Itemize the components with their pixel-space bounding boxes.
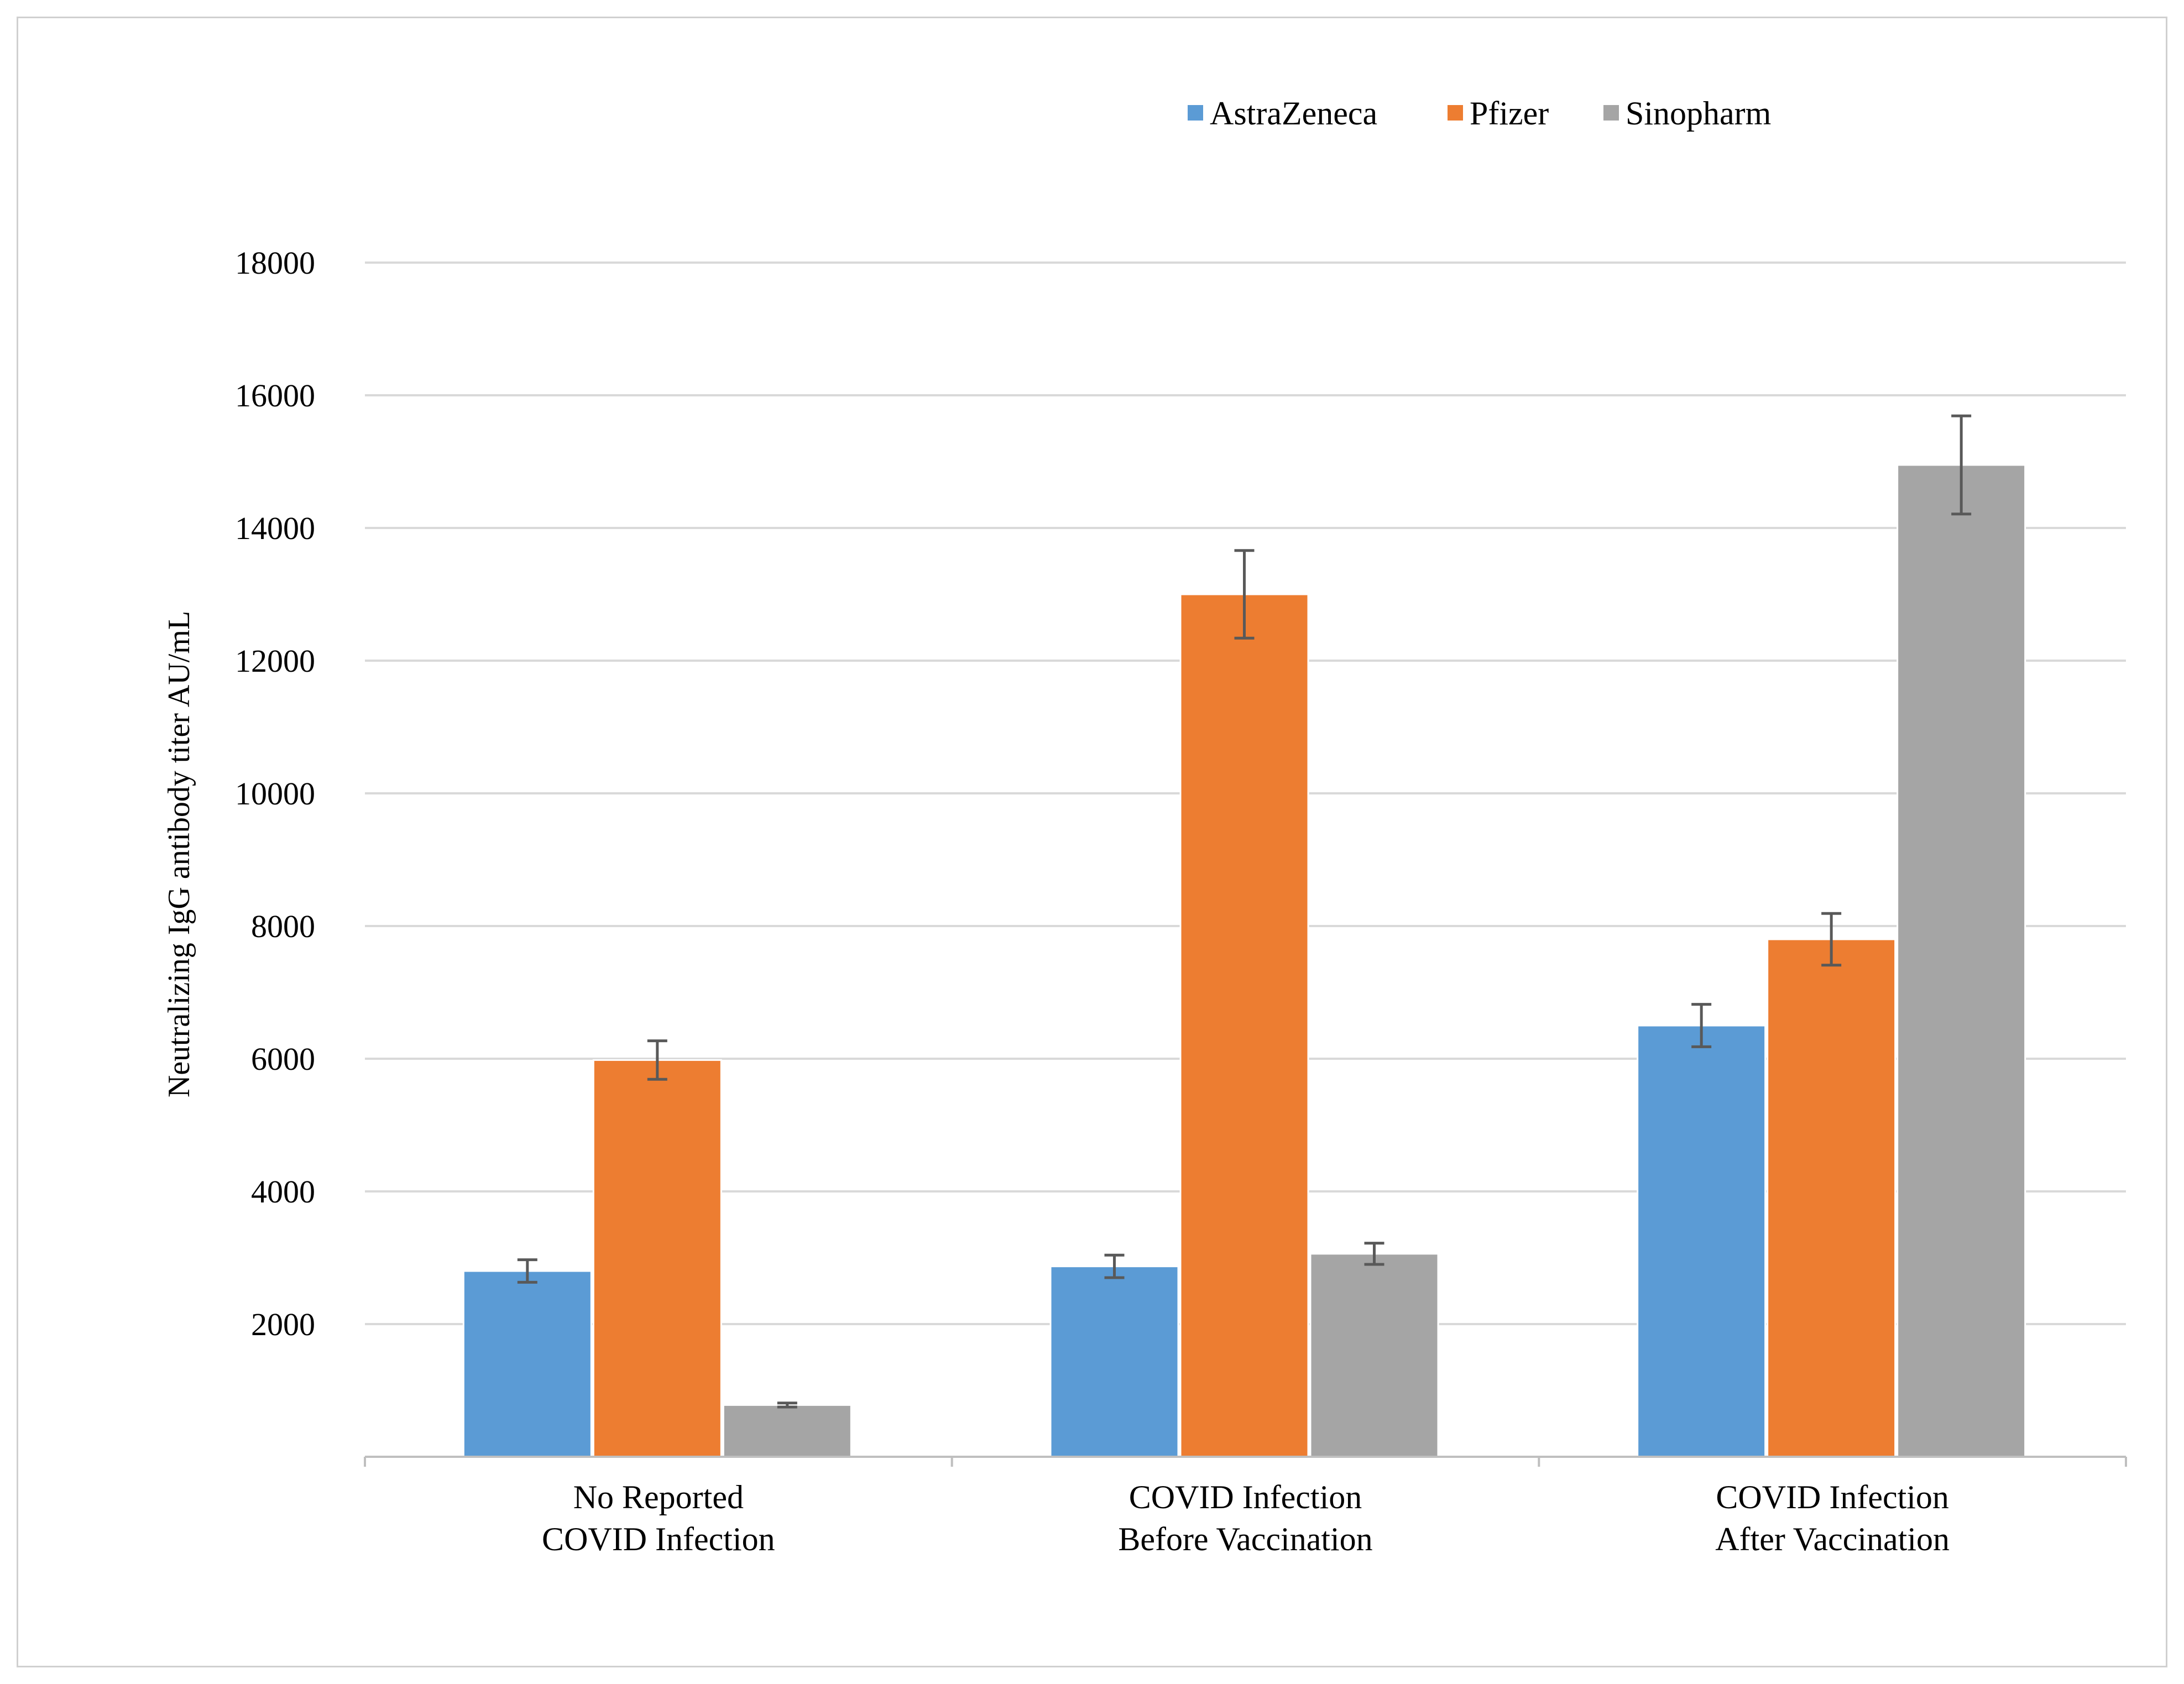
legend-label-astrazeneca: AstraZeneca xyxy=(1210,95,1377,132)
y-tick-label: 4000 xyxy=(251,1174,315,1210)
bar-sinopharm-1 xyxy=(1309,1253,1439,1458)
bar-astrazeneca-2 xyxy=(1637,1024,1767,1458)
legend-label-sinopharm: Sinopharm xyxy=(1626,95,1771,132)
x-axis xyxy=(364,1456,2127,1467)
y-tick-label: 2000 xyxy=(251,1306,315,1342)
category-label: After Vaccination xyxy=(1715,1521,1950,1557)
category-label: Before Vaccination xyxy=(1118,1521,1372,1557)
legend-label-pfizer: Pfizer xyxy=(1470,95,1549,132)
category-label: COVID Infection xyxy=(542,1521,775,1557)
category-label: COVID Infection xyxy=(1716,1479,1949,1515)
y-axis-label: Neutralizing IgG antibody titer AU/mL xyxy=(162,611,196,1097)
y-tick-label: 14000 xyxy=(235,510,315,546)
error-bars xyxy=(517,414,1972,1409)
bar-pfizer-2 xyxy=(1767,938,1896,1458)
y-tick-label: 6000 xyxy=(251,1041,315,1077)
category-label: No Reported xyxy=(573,1479,744,1515)
legend-swatch-astrazeneca xyxy=(1188,105,1203,121)
category-label: COVID Infection xyxy=(1129,1479,1362,1515)
y-tick-label: 12000 xyxy=(235,643,315,679)
bars xyxy=(462,464,2026,1458)
y-tick-labels: 2000 4000 6000 8000 10000 12000 14000 16000 1800… xyxy=(235,245,315,1342)
y-tick-label: 10000 xyxy=(235,776,315,812)
category-labels: No Reported COVID Infection COVID Infectio… xyxy=(542,1479,1950,1557)
y-tick-label: 8000 xyxy=(251,908,315,944)
bar-astrazeneca-1 xyxy=(1049,1265,1179,1458)
y-tick-label: 16000 xyxy=(235,378,315,414)
legend-swatch-sinopharm xyxy=(1603,105,1619,121)
bar-sinopharm-0 xyxy=(722,1404,852,1458)
legend-swatch-pfizer xyxy=(1448,105,1463,121)
bar-pfizer-0 xyxy=(592,1059,722,1458)
bar-astrazeneca-0 xyxy=(462,1270,592,1458)
y-tick-label: 18000 xyxy=(235,245,315,281)
legend: AstraZeneca Pfizer Sinopharm xyxy=(1188,95,1771,132)
bar-pfizer-1 xyxy=(1179,593,1309,1458)
bar-sinopharm-2 xyxy=(1896,464,2026,1458)
